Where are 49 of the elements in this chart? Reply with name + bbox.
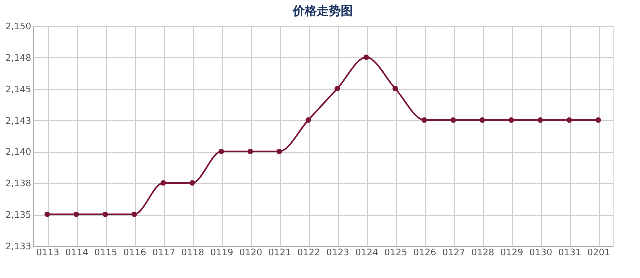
x-tick-label: 0124 <box>356 248 379 258</box>
x-tick-label: 0118 <box>182 248 205 258</box>
point <box>276 148 282 154</box>
x-tick-label: 0117 <box>152 248 176 258</box>
x-tick-label: 0114 <box>66 248 89 258</box>
x-tick-label: 0115 <box>94 248 118 258</box>
x-tick-label: 0116 <box>124 248 147 258</box>
point <box>248 148 254 154</box>
point <box>160 180 166 186</box>
y-tick-label: 2,140 <box>6 148 32 158</box>
x-tick-label: 0125 <box>384 248 408 258</box>
point <box>74 212 80 218</box>
y-tick-label: 2,133 <box>6 242 32 252</box>
y-tick-label: 2,145 <box>6 85 32 96</box>
point <box>132 212 138 218</box>
x-tick-label: 0119 <box>210 248 234 258</box>
x-tick-label: 0129 <box>500 248 524 258</box>
y-tick-label: 2,148 <box>6 54 32 64</box>
y-tick-label: 2,143 <box>6 116 32 127</box>
x-tick-label: 0201 <box>588 248 610 258</box>
point <box>190 180 196 186</box>
x-tick-label: 0113 <box>36 248 60 258</box>
point <box>480 118 486 124</box>
y-tick-label: 2,138 <box>6 180 32 190</box>
x-tick-label: 0131 <box>558 248 582 258</box>
y-tick-label: 2,150 <box>6 22 32 32</box>
x-tick-label: 0126 <box>414 248 437 258</box>
point <box>392 86 398 92</box>
point <box>218 148 224 154</box>
x-tick-label: 0130 <box>530 248 553 258</box>
point <box>44 212 50 218</box>
point <box>334 86 340 92</box>
point <box>538 118 544 124</box>
x-tick-label: 0122 <box>298 248 320 258</box>
x-tick-label: 0128 <box>472 248 495 258</box>
x-tick-label: 0121 <box>268 248 292 258</box>
y-tick-label: 2,135 <box>6 211 32 222</box>
point <box>596 118 602 124</box>
chart-title: 价格走势图 <box>292 4 353 18</box>
point <box>508 118 514 124</box>
point <box>422 118 428 124</box>
point <box>566 118 572 124</box>
point <box>364 54 370 60</box>
point <box>306 118 312 124</box>
x-tick-label: 0120 <box>240 248 263 258</box>
x-tick-label: 0123 <box>326 248 350 258</box>
x-tick-label: 0127 <box>442 248 466 258</box>
point <box>102 212 108 218</box>
point <box>450 118 456 124</box>
